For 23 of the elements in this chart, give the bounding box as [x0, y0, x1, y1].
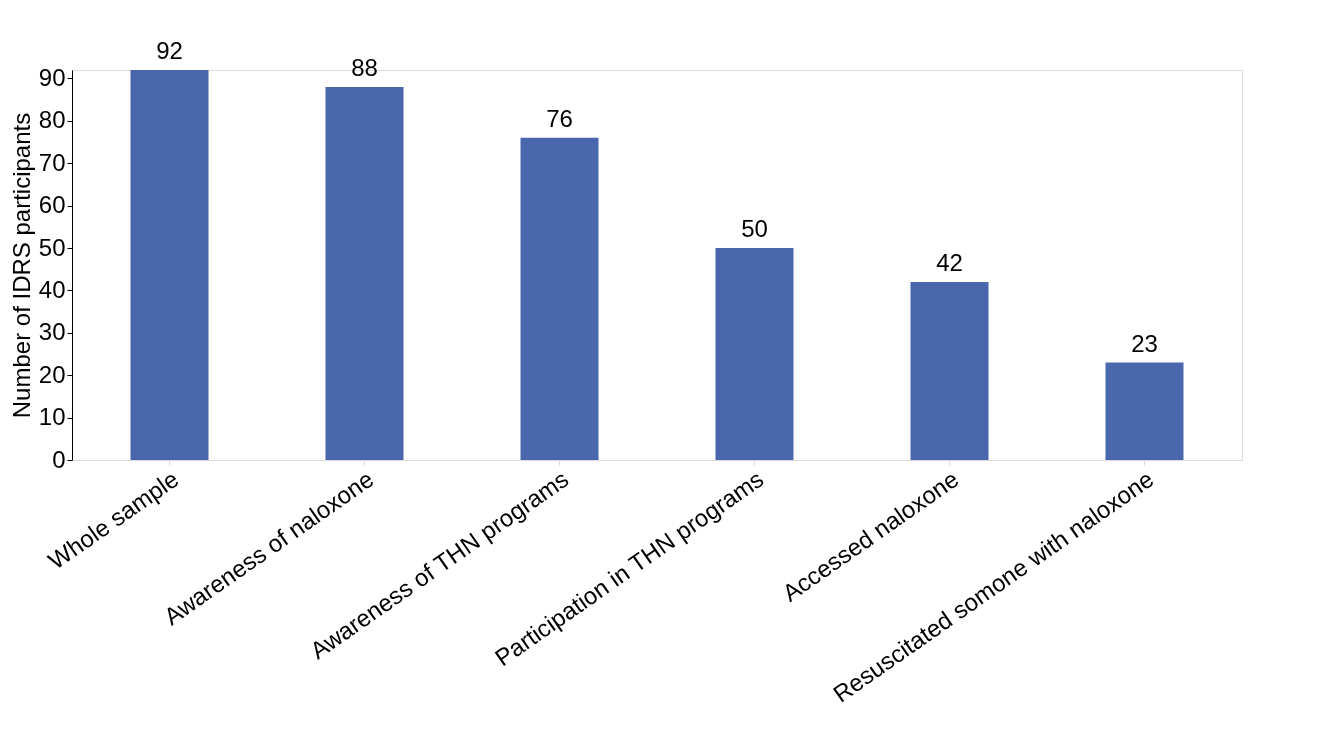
y-tick-label: 30 [38, 318, 66, 346]
data-label: 92 [156, 37, 183, 64]
y-tick-label: 70 [38, 148, 66, 176]
y-tick-label: 0 [52, 445, 66, 473]
data-label: 76 [546, 104, 573, 132]
y-tick-label: 90 [38, 63, 66, 91]
data-label: 23 [1131, 329, 1158, 357]
data-label: 42 [936, 248, 963, 276]
bar [130, 70, 209, 460]
y-tick-label: 10 [38, 403, 66, 431]
bar [910, 281, 989, 460]
data-label: 50 [741, 215, 768, 243]
y-tick-label: 40 [38, 275, 66, 303]
bar [1105, 362, 1184, 460]
y-tick-label: 50 [38, 233, 66, 261]
y-tick-label: 80 [38, 106, 66, 134]
bar [715, 248, 794, 460]
bar [520, 137, 599, 460]
y-tick-label: 60 [38, 191, 66, 219]
y-axis-title: Number of IDRS participants [7, 112, 35, 419]
y-tick-label: 20 [38, 360, 66, 388]
data-label: 88 [351, 53, 378, 81]
bar [325, 86, 404, 460]
